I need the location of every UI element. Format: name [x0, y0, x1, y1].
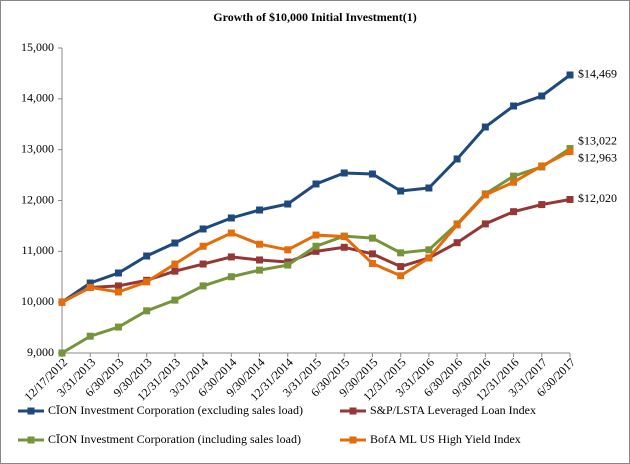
point-marker	[199, 225, 207, 233]
point-marker	[453, 239, 461, 247]
point-marker	[510, 178, 518, 186]
y-tick-label: 9,000	[27, 345, 54, 359]
point-marker	[256, 206, 264, 214]
point-marker	[425, 246, 433, 254]
point-marker	[481, 123, 489, 131]
point-marker	[566, 71, 574, 79]
point-marker	[368, 250, 376, 258]
value-label: $13,022	[578, 133, 617, 147]
point-marker	[171, 267, 179, 275]
legend-marker	[27, 407, 35, 415]
point-marker	[171, 239, 179, 247]
point-marker	[397, 263, 405, 271]
value-label: $14,469	[578, 67, 617, 81]
point-marker	[143, 278, 151, 286]
point-marker	[114, 288, 122, 296]
point-marker	[199, 260, 207, 268]
point-marker	[538, 162, 546, 170]
point-marker	[227, 273, 235, 281]
point-marker	[312, 242, 320, 250]
point-marker	[368, 260, 376, 268]
point-marker	[256, 256, 264, 264]
point-marker	[453, 221, 461, 229]
point-marker	[284, 261, 292, 269]
legend-marker	[27, 436, 35, 444]
point-marker	[284, 246, 292, 254]
chart-title: Growth of $10,000 Initial Investment(1)	[213, 10, 416, 24]
y-tick-label: 12,000	[21, 192, 54, 206]
point-marker	[397, 249, 405, 257]
point-marker	[58, 298, 66, 306]
point-marker	[481, 191, 489, 199]
point-marker	[86, 283, 94, 291]
point-marker	[566, 148, 574, 156]
y-tick-label: 10,000	[21, 294, 54, 308]
point-marker	[397, 272, 405, 280]
point-marker	[510, 208, 518, 216]
point-marker	[538, 201, 546, 209]
legend-label: CĪON Investment Corporation (excluding s…	[48, 403, 303, 417]
point-marker	[227, 214, 235, 222]
y-tick-label: 14,000	[21, 91, 54, 105]
point-marker	[86, 332, 94, 340]
legend-marker	[349, 407, 357, 415]
point-marker	[481, 220, 489, 228]
point-marker	[340, 169, 348, 177]
point-marker	[425, 254, 433, 262]
value-label: $12,020	[578, 191, 617, 205]
point-marker	[340, 243, 348, 251]
legend-label: CĪON Investment Corporation (including s…	[48, 432, 301, 446]
y-tick-label: 13,000	[21, 141, 54, 155]
point-marker	[171, 260, 179, 268]
point-marker	[368, 234, 376, 242]
point-marker	[312, 247, 320, 255]
point-marker	[143, 252, 151, 260]
point-marker	[510, 172, 518, 180]
point-marker	[227, 253, 235, 261]
point-marker	[58, 349, 66, 357]
point-marker	[312, 180, 320, 188]
value-label: $12,963	[578, 150, 617, 164]
legend-marker	[349, 436, 357, 444]
point-marker	[425, 184, 433, 192]
y-tick-label: 15,000	[21, 40, 54, 54]
point-marker	[199, 282, 207, 290]
point-marker	[256, 266, 264, 274]
y-tick-label: 11,000	[21, 243, 54, 257]
point-marker	[143, 307, 151, 315]
point-marker	[86, 279, 94, 287]
point-marker	[340, 233, 348, 241]
point-marker	[199, 242, 207, 250]
point-marker	[538, 92, 546, 100]
point-marker	[368, 170, 376, 178]
point-marker	[171, 296, 179, 304]
point-marker	[114, 269, 122, 277]
point-marker	[114, 282, 122, 290]
point-marker	[453, 155, 461, 163]
point-marker	[114, 323, 122, 331]
legend-label: BofA ML US High Yield Index	[370, 432, 521, 446]
point-marker	[256, 240, 264, 248]
point-marker	[312, 231, 320, 239]
legend-label: S&P/LSTA Leveraged Loan Index	[370, 403, 536, 417]
point-marker	[510, 102, 518, 110]
point-marker	[227, 229, 235, 237]
point-marker	[566, 195, 574, 203]
point-marker	[284, 200, 292, 208]
point-marker	[397, 187, 405, 195]
